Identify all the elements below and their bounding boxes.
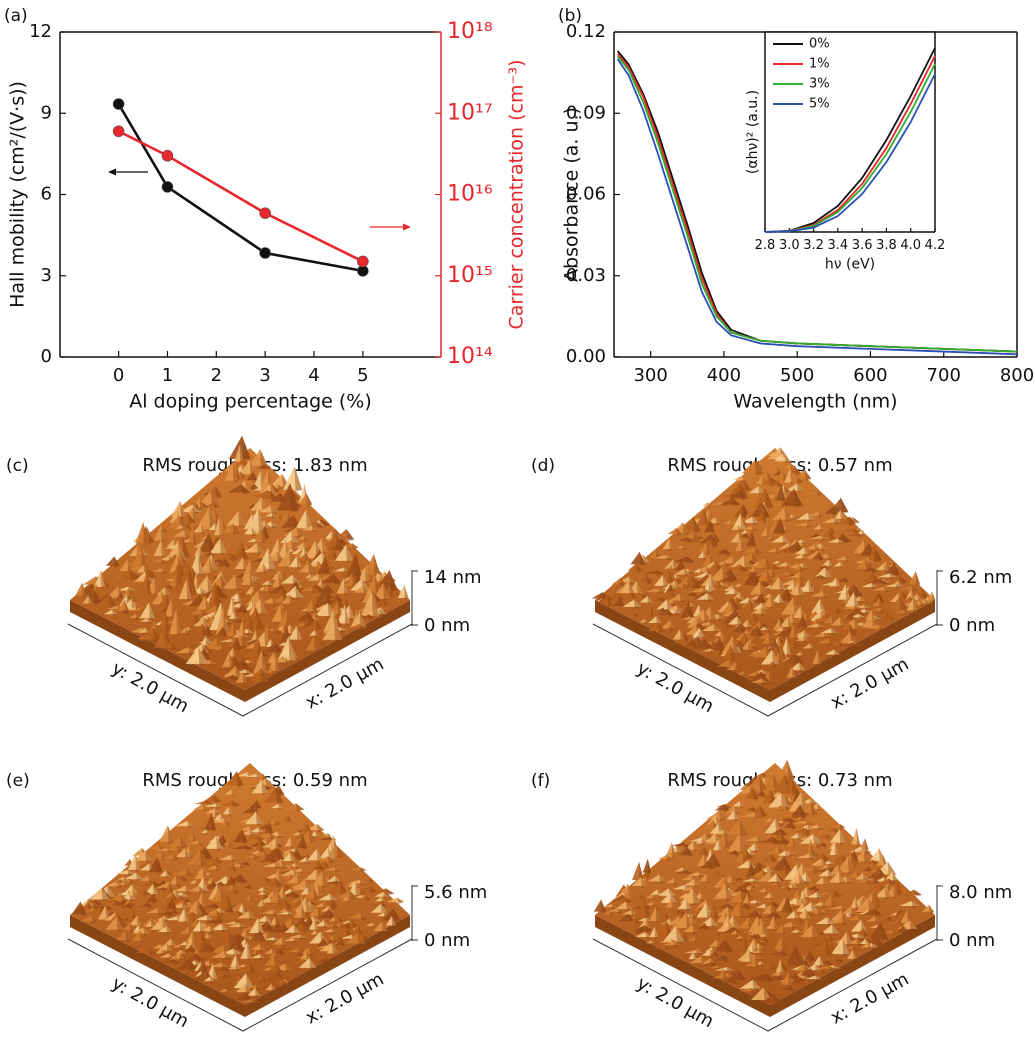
panel-label: (f) bbox=[531, 771, 550, 791]
x-tick-label: 0 bbox=[113, 365, 124, 386]
y-axis-label: Absorbance (a. u.) bbox=[561, 107, 583, 282]
x-tick-label: 3.4 bbox=[828, 238, 849, 253]
panel-label: (c) bbox=[6, 456, 29, 476]
x-tick-label: 3.8 bbox=[876, 238, 897, 253]
legend-label: 0% bbox=[809, 37, 830, 52]
arrow-left bbox=[108, 169, 148, 176]
z-min-label: 0 nm bbox=[949, 930, 995, 951]
afm-panel: (f)RMS roughness: 0.73 nm8.0 nm0 nmy: 2.… bbox=[531, 760, 1012, 1032]
afm-peak-shade bbox=[296, 803, 305, 811]
panel-label: (a) bbox=[4, 6, 28, 26]
z-min-label: 0 nm bbox=[949, 615, 995, 636]
arrow-right bbox=[370, 224, 411, 231]
x-tick-label: 2.8 bbox=[755, 238, 776, 253]
afm-peak-shade bbox=[386, 888, 395, 895]
x-tick-label: 4 bbox=[308, 365, 319, 386]
y2-tick-label: 10¹⁸ bbox=[447, 19, 493, 44]
afm-peak-shade bbox=[397, 898, 404, 905]
legend-label: 5% bbox=[809, 97, 830, 112]
data-point bbox=[260, 208, 271, 219]
panel-label: (b) bbox=[558, 6, 582, 26]
y-axis-label: (αhν)² (a.u.) bbox=[745, 90, 761, 174]
z-max-label: 8.0 nm bbox=[949, 882, 1012, 903]
x-tick-label: 3.0 bbox=[779, 238, 800, 253]
panel-label: (e) bbox=[6, 771, 30, 791]
x-tick-label: 400 bbox=[707, 365, 741, 386]
z-min-label: 0 nm bbox=[424, 930, 470, 951]
x-axis-label: Al doping percentage (%) bbox=[129, 391, 372, 413]
series-line bbox=[119, 131, 363, 261]
y-tick-label: 0.00 bbox=[566, 346, 606, 367]
inset-background bbox=[765, 32, 935, 232]
y-tick-label: 9 bbox=[41, 102, 52, 123]
afm-peak-shade bbox=[404, 584, 408, 600]
legend-label: 3% bbox=[809, 77, 830, 92]
x-tick-label: 500 bbox=[780, 365, 814, 386]
x-tick-label: 3.6 bbox=[852, 238, 873, 253]
y-axis-label: Hall mobility (cm²/(V·s)) bbox=[7, 81, 29, 308]
z-min-label: 0 nm bbox=[424, 615, 470, 636]
y2-tick-label: 10¹⁴ bbox=[447, 344, 493, 369]
x-axis-label: hν (eV) bbox=[825, 257, 875, 273]
series-line bbox=[119, 104, 363, 271]
afm-peak-shade bbox=[929, 905, 934, 914]
y-tick-label: 3 bbox=[41, 265, 52, 286]
legend-label: 1% bbox=[809, 57, 830, 72]
y2-tick-label: 10¹⁶ bbox=[447, 182, 493, 207]
z-max-label: 5.6 nm bbox=[424, 882, 487, 903]
x-tick-label: 5 bbox=[357, 365, 368, 386]
x-tick-label: 4.0 bbox=[900, 238, 921, 253]
afm-peak-shade bbox=[307, 494, 313, 507]
afm-peak-shade bbox=[242, 436, 251, 461]
x-axis-label: Wavelength (nm) bbox=[733, 391, 897, 413]
afm-panel: (e)RMS roughness: 0.59 nm5.6 nm0 nmy: 2.… bbox=[6, 763, 487, 1032]
afm-peak-shade bbox=[346, 529, 354, 541]
x-tick-label: 3.2 bbox=[803, 238, 824, 253]
z-max-label: 14 nm bbox=[424, 567, 482, 588]
y2-tick-label: 10¹⁷ bbox=[447, 100, 493, 125]
data-point bbox=[357, 256, 368, 267]
y2-axis-label: Carrier concentration (cm⁻³) bbox=[506, 59, 528, 329]
x-tick-label: 600 bbox=[853, 365, 887, 386]
afm-panel: (d)RMS roughness: 0.57 nm6.2 nm0 nmy: 2.… bbox=[531, 447, 1012, 717]
panel-label: (d) bbox=[531, 456, 555, 476]
x-tick-label: 3 bbox=[259, 365, 270, 386]
data-point bbox=[162, 181, 173, 192]
x-tick-label: 700 bbox=[927, 365, 961, 386]
afm-peak-shade bbox=[648, 859, 651, 875]
x-tick-label: 4.2 bbox=[925, 238, 946, 253]
x-tick-label: 800 bbox=[1000, 365, 1034, 386]
y-tick-label: 0 bbox=[41, 346, 52, 367]
afm-panel: (c)RMS roughness: 1.83 nm14 nm0 nmy: 2.0… bbox=[6, 436, 482, 717]
data-point bbox=[113, 126, 124, 137]
x-tick-label: 300 bbox=[633, 365, 667, 386]
afm-peak-shade bbox=[914, 890, 922, 897]
data-point bbox=[162, 150, 173, 161]
x-tick-label: 2 bbox=[211, 365, 222, 386]
afm-peak-shade bbox=[841, 498, 849, 514]
y-tick-label: 12 bbox=[29, 21, 52, 42]
afm-peak-shade bbox=[352, 543, 358, 549]
z-max-label: 6.2 nm bbox=[949, 567, 1012, 588]
x-tick-label: 1 bbox=[162, 365, 173, 386]
data-point bbox=[260, 248, 271, 259]
afm-peak-shade bbox=[916, 571, 921, 586]
y-tick-label: 6 bbox=[41, 184, 52, 205]
y2-tick-label: 10¹⁵ bbox=[447, 263, 493, 288]
afm-peak-shade bbox=[857, 828, 860, 847]
afm-peak-shade bbox=[317, 824, 325, 832]
data-point bbox=[113, 99, 124, 110]
